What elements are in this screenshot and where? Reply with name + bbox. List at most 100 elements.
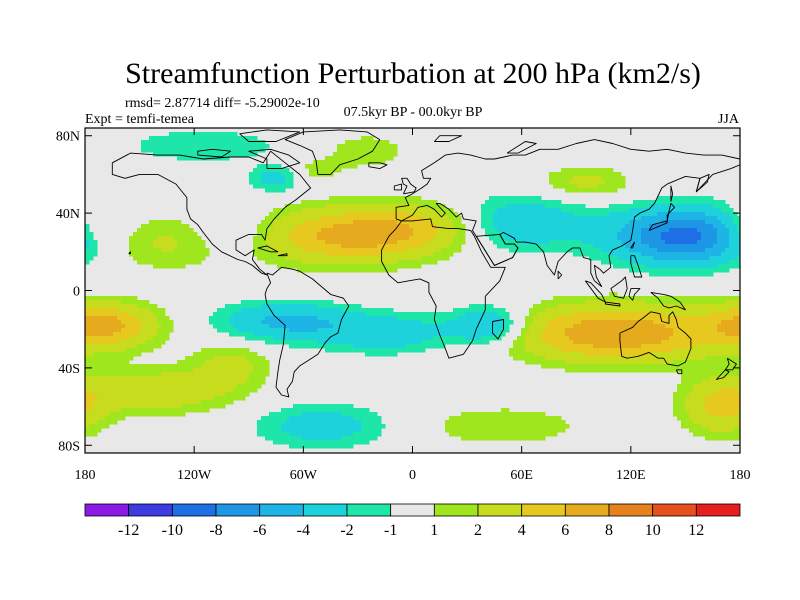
field-cell bbox=[697, 248, 702, 253]
field-cell bbox=[541, 356, 546, 361]
field-cell bbox=[497, 316, 502, 321]
field-cell bbox=[297, 248, 302, 253]
field-cell bbox=[525, 216, 530, 221]
field-cell bbox=[385, 256, 390, 261]
field-cell bbox=[257, 380, 262, 385]
field-cell bbox=[693, 328, 698, 333]
field-cell bbox=[521, 244, 526, 249]
field-cell bbox=[277, 228, 282, 233]
field-cell bbox=[557, 300, 562, 305]
field-cell bbox=[641, 248, 646, 253]
field-cell bbox=[145, 228, 150, 233]
field-cell bbox=[617, 244, 622, 249]
field-cell bbox=[481, 224, 486, 229]
field-cell bbox=[665, 308, 670, 313]
field-cell bbox=[609, 324, 614, 329]
field-cell bbox=[257, 176, 262, 181]
field-cell bbox=[333, 256, 338, 261]
field-cell bbox=[625, 320, 630, 325]
field-cell bbox=[325, 216, 330, 221]
field-cell bbox=[285, 220, 290, 225]
field-cell bbox=[121, 320, 126, 325]
field-cell bbox=[393, 260, 398, 265]
field-cell bbox=[153, 340, 158, 345]
field-cell bbox=[165, 220, 170, 225]
field-cell bbox=[697, 316, 702, 321]
field-cell bbox=[601, 184, 606, 189]
field-cell bbox=[649, 300, 654, 305]
field-cell bbox=[577, 368, 582, 373]
field-cell bbox=[621, 240, 626, 245]
field-cell bbox=[277, 172, 282, 177]
field-cell bbox=[553, 348, 558, 353]
field-cell bbox=[157, 224, 162, 229]
field-cell bbox=[665, 212, 670, 217]
field-cell bbox=[237, 368, 242, 373]
field-cell bbox=[465, 312, 470, 317]
field-cell bbox=[297, 300, 302, 305]
field-cell bbox=[689, 268, 694, 273]
field-cell bbox=[489, 236, 494, 241]
field-cell bbox=[365, 224, 370, 229]
field-cell bbox=[501, 316, 506, 321]
field-cell bbox=[361, 148, 366, 153]
field-cell bbox=[629, 204, 634, 209]
field-cell bbox=[505, 212, 510, 217]
field-cell bbox=[357, 160, 362, 165]
field-cell bbox=[325, 160, 330, 165]
field-cell bbox=[377, 352, 382, 357]
field-cell bbox=[313, 168, 318, 173]
field-cell bbox=[593, 240, 598, 245]
field-cell bbox=[153, 260, 158, 265]
field-cell bbox=[617, 224, 622, 229]
field-cell bbox=[393, 340, 398, 345]
field-cell bbox=[357, 316, 362, 321]
field-cell bbox=[229, 304, 234, 309]
field-cell bbox=[321, 336, 326, 341]
field-cell bbox=[589, 356, 594, 361]
field-cell bbox=[361, 220, 366, 225]
field-cell bbox=[737, 244, 740, 249]
field-cell bbox=[713, 308, 718, 313]
field-cell bbox=[477, 324, 482, 329]
field-cell bbox=[189, 364, 194, 369]
field-cell bbox=[145, 344, 150, 349]
field-cell bbox=[89, 344, 94, 349]
field-cell bbox=[329, 344, 334, 349]
field-cell bbox=[537, 336, 542, 341]
field-cell bbox=[673, 228, 678, 233]
field-cell bbox=[157, 264, 162, 269]
field-cell bbox=[421, 228, 426, 233]
field-cell bbox=[561, 336, 566, 341]
field-cell bbox=[569, 320, 574, 325]
field-cell bbox=[393, 152, 398, 157]
field-cell bbox=[253, 144, 258, 149]
field-cell bbox=[577, 184, 582, 189]
field-cell bbox=[381, 340, 386, 345]
field-cell bbox=[313, 316, 318, 321]
field-cell bbox=[385, 152, 390, 157]
field-cell bbox=[613, 180, 618, 185]
field-cell bbox=[701, 308, 706, 313]
field-cell bbox=[373, 240, 378, 245]
field-cell bbox=[329, 348, 334, 353]
field-cell bbox=[561, 308, 566, 313]
field-cell bbox=[577, 336, 582, 341]
field-cell bbox=[417, 348, 422, 353]
field-cell bbox=[397, 260, 402, 265]
field-cell bbox=[661, 200, 666, 205]
field-cell bbox=[421, 252, 426, 257]
field-cell bbox=[573, 328, 578, 333]
field-cell bbox=[193, 360, 198, 365]
field-cell bbox=[153, 240, 158, 245]
field-cell bbox=[609, 172, 614, 177]
field-cell bbox=[305, 244, 310, 249]
field-cell bbox=[301, 240, 306, 245]
field-cell bbox=[681, 296, 686, 301]
field-cell bbox=[505, 208, 510, 213]
field-cell bbox=[553, 300, 558, 305]
field-cell bbox=[709, 332, 714, 337]
field-cell bbox=[141, 320, 146, 325]
field-cell bbox=[621, 340, 626, 345]
field-cell bbox=[557, 344, 562, 349]
